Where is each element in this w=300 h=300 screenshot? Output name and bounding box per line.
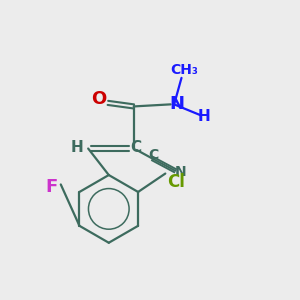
Text: Cl: Cl (167, 172, 185, 190)
Text: O: O (92, 90, 107, 108)
Text: C: C (149, 148, 159, 162)
Text: H: H (71, 140, 84, 155)
Text: H: H (198, 109, 211, 124)
Text: N: N (175, 165, 186, 179)
Text: N: N (169, 95, 184, 113)
Text: C: C (130, 140, 142, 155)
Text: F: F (46, 178, 58, 196)
Text: CH₃: CH₃ (170, 64, 198, 77)
